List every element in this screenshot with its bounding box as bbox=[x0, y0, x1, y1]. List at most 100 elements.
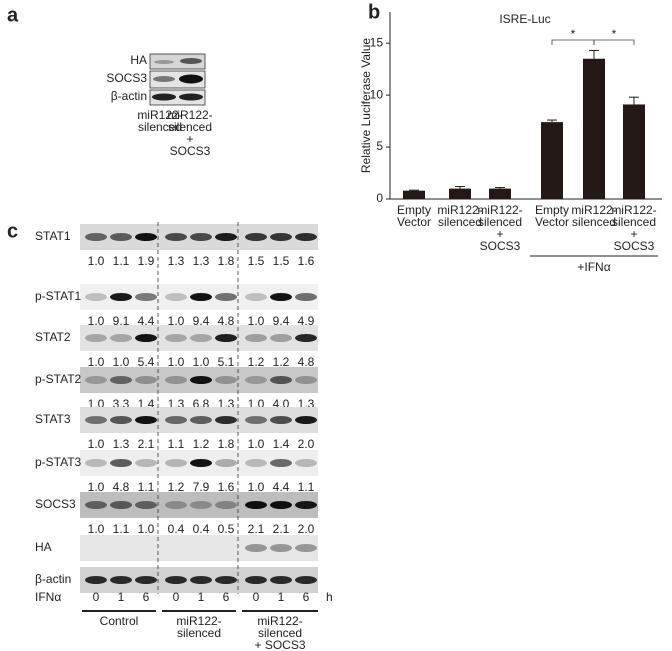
quant-value: 1.0 bbox=[88, 355, 105, 369]
quant-value: 2.1 bbox=[248, 522, 265, 536]
band bbox=[295, 501, 317, 509]
quant-value: 0.5 bbox=[218, 522, 235, 536]
row-label: HA bbox=[130, 53, 147, 67]
quant-value: 9.4 bbox=[273, 314, 290, 328]
x-tick-label: miR122- bbox=[477, 203, 522, 217]
band bbox=[245, 334, 267, 342]
time-label: 0 bbox=[173, 590, 180, 604]
band bbox=[85, 376, 107, 384]
row-label: SOCS3 bbox=[35, 497, 76, 511]
row-label: STAT1 bbox=[35, 229, 71, 243]
quant-value: 1.5 bbox=[273, 254, 290, 268]
x-tick-label: silenced bbox=[478, 215, 522, 229]
quant-value: 4.4 bbox=[138, 314, 155, 328]
row-label: β-actin bbox=[35, 572, 71, 586]
quant-value: 1.4 bbox=[273, 437, 290, 451]
band bbox=[270, 376, 292, 384]
x-tick-label: miR122- bbox=[611, 203, 656, 217]
quant-value: 4.9 bbox=[298, 314, 315, 328]
band bbox=[215, 376, 237, 384]
band bbox=[85, 233, 107, 241]
lane-label: miR122- bbox=[167, 108, 212, 122]
band bbox=[85, 576, 107, 584]
band bbox=[190, 459, 212, 467]
time-label: 1 bbox=[118, 590, 125, 604]
band bbox=[295, 293, 317, 301]
x-tick-label: Vector bbox=[397, 215, 431, 229]
blot-strip bbox=[80, 325, 318, 351]
time-unit: h bbox=[326, 590, 333, 604]
quant-value: 1.2 bbox=[248, 355, 265, 369]
panel-label: b bbox=[368, 1, 380, 23]
panel-label: c bbox=[7, 220, 18, 242]
quant-value: 1.0 bbox=[88, 480, 105, 494]
group-label: + SOCS3 bbox=[254, 638, 305, 651]
chart-title: ISRE-Luc bbox=[499, 12, 550, 26]
quant-value: 1.0 bbox=[193, 355, 210, 369]
band bbox=[165, 459, 187, 467]
x-tick-label: miR122- bbox=[437, 203, 482, 217]
group-label: silenced bbox=[258, 626, 302, 640]
quant-value: 5.4 bbox=[138, 355, 155, 369]
band bbox=[135, 501, 157, 509]
band bbox=[190, 576, 212, 584]
quant-value: 2.0 bbox=[298, 522, 315, 536]
band bbox=[165, 334, 187, 342]
group-label: miR122- bbox=[257, 614, 302, 628]
band bbox=[270, 576, 292, 584]
quant-value: 1.0 bbox=[113, 355, 130, 369]
quant-value: 1.8 bbox=[218, 437, 235, 451]
band bbox=[190, 416, 212, 424]
band bbox=[245, 416, 267, 424]
time-label: 1 bbox=[198, 590, 205, 604]
quant-value: 1.1 bbox=[168, 437, 185, 451]
x-tick-label: Vector bbox=[535, 215, 569, 229]
band bbox=[165, 576, 187, 584]
x-tick-label: SOCS3 bbox=[614, 239, 655, 253]
band bbox=[270, 416, 292, 424]
band bbox=[85, 459, 107, 467]
band bbox=[180, 58, 202, 64]
quant-value: 0.4 bbox=[168, 522, 185, 536]
quant-value: 1.6 bbox=[298, 254, 315, 268]
band bbox=[215, 233, 237, 241]
blot-a bbox=[149, 53, 206, 106]
band bbox=[110, 501, 132, 509]
row-label: p-STAT1 bbox=[35, 289, 82, 303]
quant-value: 1.1 bbox=[138, 480, 155, 494]
band bbox=[152, 93, 176, 101]
quant-value: 1.3 bbox=[168, 254, 185, 268]
quant-value: 1.0 bbox=[168, 314, 185, 328]
quant-value: 1.0 bbox=[88, 522, 105, 536]
quant-value: 1.1 bbox=[113, 522, 130, 536]
band bbox=[135, 576, 157, 584]
x-tick-label: miR122- bbox=[571, 203, 616, 217]
band bbox=[245, 501, 267, 509]
band bbox=[245, 376, 267, 384]
group-label: silenced bbox=[177, 626, 221, 640]
blot-strip bbox=[80, 535, 318, 561]
y-tick-label: 15 bbox=[370, 35, 384, 49]
band bbox=[215, 293, 237, 301]
quant-value: 1.2 bbox=[168, 480, 185, 494]
time-label: 0 bbox=[93, 590, 100, 604]
band bbox=[295, 459, 317, 467]
band bbox=[215, 416, 237, 424]
quant-value: 1.0 bbox=[248, 314, 265, 328]
band bbox=[270, 293, 292, 301]
panel-label: a bbox=[7, 4, 19, 26]
row-label: HA bbox=[35, 540, 52, 554]
band bbox=[245, 544, 267, 552]
y-tick-label: 0 bbox=[376, 191, 383, 205]
quant-value: 1.1 bbox=[113, 254, 130, 268]
band bbox=[165, 501, 187, 509]
quant-value: 2.1 bbox=[138, 437, 155, 451]
quant-value: 7.9 bbox=[193, 480, 210, 494]
x-tick-label: silenced bbox=[438, 215, 482, 229]
group-label: Control bbox=[100, 614, 139, 628]
band bbox=[135, 233, 157, 241]
band bbox=[270, 334, 292, 342]
row-label: STAT3 bbox=[35, 412, 71, 426]
band bbox=[110, 334, 132, 342]
row-label: p-STAT2 bbox=[35, 372, 82, 386]
